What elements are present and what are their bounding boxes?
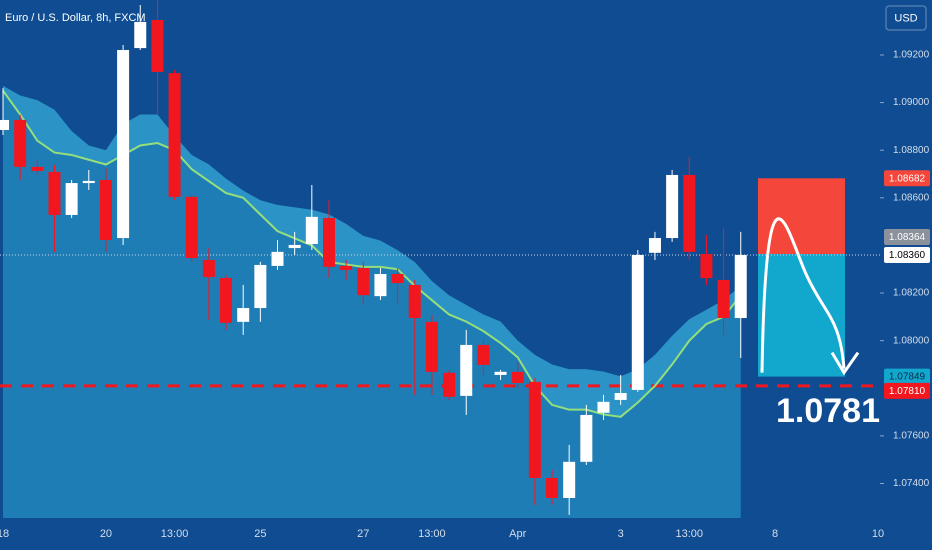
projection-arrow (760, 217, 846, 373)
y-tick-label: 1.07400 (893, 478, 930, 489)
price-tag (884, 229, 930, 246)
candle-body (511, 371, 524, 384)
candle-body (134, 21, 147, 49)
candle-body (65, 183, 78, 215)
candle-body (528, 381, 541, 479)
y-tick-label: 1.09000 (893, 97, 930, 108)
candle-body (14, 119, 27, 167)
candle-body (597, 401, 610, 413)
candle-body (288, 244, 301, 249)
y-tick-label: 1.08000 (893, 335, 930, 346)
candle-body (477, 344, 490, 365)
stop-zone (758, 178, 845, 255)
candle-body (305, 216, 318, 245)
candle-body (374, 273, 387, 297)
y-tick-label: 1.08200 (893, 288, 930, 299)
price-tag-label: 1.08682 (889, 173, 926, 184)
candle-body (340, 265, 353, 270)
annotation: 1.0781 (776, 392, 880, 430)
y-tick-label: 1.08600 (893, 192, 930, 203)
x-tick-label: 20 (100, 528, 112, 540)
x-tick-label: 18 (0, 528, 9, 540)
x-tick-label: 3 (618, 528, 624, 540)
x-tick-label: 8 (772, 528, 778, 540)
y-tick-label: 1.07600 (893, 431, 930, 442)
price-tag (884, 368, 930, 385)
candle-body (666, 174, 679, 239)
candle-body (185, 196, 198, 259)
candle-body (271, 251, 284, 266)
candle-body (0, 119, 9, 130)
candle-body (391, 273, 404, 284)
candle-body (734, 254, 747, 319)
candle-body (443, 372, 456, 397)
currency-button[interactable] (885, 5, 927, 31)
candle-body (99, 179, 112, 240)
candle-body (494, 371, 507, 375)
price-tag-label: 1.08364 (889, 232, 926, 243)
candle-body (168, 73, 181, 197)
x-tick-label: 13:00 (161, 528, 189, 540)
candle-body (563, 461, 576, 499)
x-tick-label: 13:00 (418, 528, 446, 540)
band-fill (3, 85, 741, 417)
plot-area (0, 0, 880, 518)
candle-body (82, 180, 95, 184)
band-area (3, 85, 741, 518)
candle-body (717, 279, 730, 319)
currency-label[interactable]: USD (894, 12, 917, 24)
candle-body (683, 174, 696, 252)
chart-title: Euro / U.S. Dollar, 8h, FXCM (5, 12, 146, 24)
candle-body (425, 321, 438, 372)
candle-body (151, 19, 164, 72)
price-tag (884, 246, 930, 263)
candle-body (48, 171, 61, 215)
candle-body (614, 393, 627, 400)
candle-body (237, 308, 250, 322)
x-tick-label: 27 (357, 528, 369, 540)
x-tick-label: 25 (254, 528, 266, 540)
candle-body (322, 218, 335, 267)
candle-body (254, 264, 267, 309)
candle-body (546, 478, 559, 499)
candle-body (580, 414, 593, 462)
candle-body (408, 284, 421, 319)
x-tick-label: Apr (509, 528, 526, 540)
y-tick-label: 1.09200 (893, 50, 930, 61)
candle-body (648, 238, 661, 253)
arrow-head (830, 351, 860, 376)
x-tick-label: 13:00 (676, 528, 704, 540)
candle-body (117, 49, 130, 239)
price-tag-label: 1.08360 (889, 250, 926, 261)
price-tag-label: 1.07849 (889, 372, 926, 383)
candle-body (31, 166, 44, 171)
candle-body (460, 344, 473, 396)
candle-body (202, 259, 215, 278)
candle-body (700, 254, 713, 279)
target-zone (758, 254, 845, 377)
x-tick-label: 10 (872, 528, 884, 540)
price-tag (884, 170, 930, 187)
price-tag-label: 1.07810 (889, 386, 926, 397)
y-tick-label: 1.08800 (893, 145, 930, 156)
candle-body (631, 254, 644, 390)
price-tag (884, 382, 930, 399)
candle-body (220, 278, 233, 323)
candle-body (357, 268, 370, 296)
